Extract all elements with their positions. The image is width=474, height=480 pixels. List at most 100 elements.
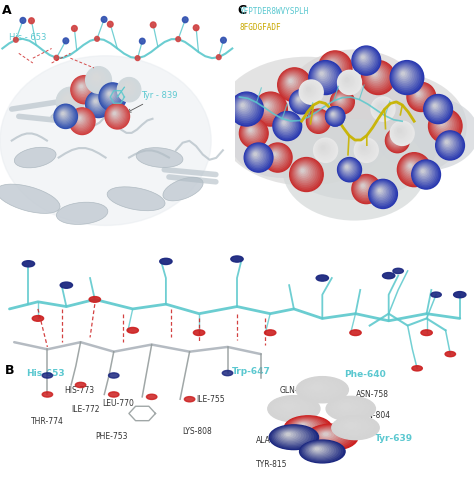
Circle shape: [109, 392, 119, 397]
Circle shape: [318, 70, 327, 79]
Circle shape: [105, 89, 116, 101]
Circle shape: [272, 151, 279, 158]
Circle shape: [340, 160, 358, 178]
Circle shape: [395, 126, 407, 138]
Circle shape: [444, 139, 451, 146]
Circle shape: [437, 132, 463, 158]
Circle shape: [385, 129, 410, 153]
Circle shape: [79, 84, 85, 91]
Circle shape: [394, 65, 417, 87]
Circle shape: [277, 116, 294, 133]
Circle shape: [42, 392, 53, 397]
Circle shape: [55, 105, 76, 127]
Circle shape: [275, 428, 308, 444]
Circle shape: [364, 63, 392, 91]
Circle shape: [378, 104, 384, 110]
Circle shape: [54, 55, 59, 60]
Circle shape: [341, 420, 365, 432]
Circle shape: [268, 147, 284, 165]
Circle shape: [127, 327, 138, 333]
Circle shape: [86, 67, 111, 93]
Circle shape: [319, 431, 336, 439]
Circle shape: [300, 168, 306, 174]
Circle shape: [371, 70, 379, 79]
Circle shape: [413, 162, 438, 186]
Ellipse shape: [271, 81, 438, 200]
Circle shape: [293, 94, 307, 108]
Circle shape: [439, 134, 458, 154]
Circle shape: [387, 130, 407, 150]
Circle shape: [368, 67, 384, 84]
Circle shape: [107, 105, 127, 126]
Circle shape: [333, 93, 349, 109]
Circle shape: [346, 166, 348, 168]
Text: ILE-772: ILE-772: [71, 406, 100, 414]
Circle shape: [296, 96, 304, 104]
Ellipse shape: [163, 177, 203, 201]
Circle shape: [441, 136, 456, 151]
Circle shape: [91, 96, 103, 109]
Circle shape: [332, 399, 365, 416]
Circle shape: [296, 422, 312, 430]
Circle shape: [61, 111, 66, 117]
Circle shape: [79, 84, 84, 89]
Circle shape: [285, 75, 299, 89]
Circle shape: [193, 330, 205, 336]
Circle shape: [109, 373, 119, 378]
Circle shape: [239, 102, 247, 110]
Circle shape: [303, 380, 337, 397]
Circle shape: [371, 97, 395, 121]
Circle shape: [428, 98, 447, 118]
Circle shape: [308, 383, 329, 393]
Circle shape: [374, 99, 391, 118]
Circle shape: [295, 95, 305, 105]
Circle shape: [391, 122, 413, 144]
Circle shape: [315, 67, 332, 84]
Circle shape: [309, 383, 327, 392]
Ellipse shape: [14, 147, 56, 168]
Circle shape: [338, 71, 360, 93]
Circle shape: [259, 97, 279, 117]
Circle shape: [86, 92, 110, 116]
Circle shape: [329, 398, 370, 419]
Circle shape: [390, 133, 402, 145]
Circle shape: [280, 119, 290, 129]
Circle shape: [57, 88, 83, 115]
Circle shape: [73, 112, 88, 128]
Circle shape: [319, 71, 325, 77]
Circle shape: [193, 25, 199, 31]
Circle shape: [56, 107, 74, 125]
Circle shape: [358, 52, 370, 64]
Circle shape: [319, 144, 329, 154]
Circle shape: [337, 70, 362, 95]
Circle shape: [232, 94, 260, 122]
Circle shape: [348, 424, 352, 426]
Circle shape: [312, 385, 321, 389]
Circle shape: [438, 119, 447, 127]
Circle shape: [220, 37, 226, 43]
Circle shape: [90, 71, 105, 86]
Circle shape: [278, 400, 304, 414]
Text: ILE-755: ILE-755: [197, 395, 225, 404]
Circle shape: [274, 399, 309, 416]
Circle shape: [331, 90, 353, 113]
Circle shape: [414, 90, 424, 99]
Circle shape: [431, 102, 440, 111]
Circle shape: [365, 64, 390, 89]
Circle shape: [264, 330, 276, 336]
Text: YFPTDER8WVYSPLH: YFPTDER8WVYSPLH: [239, 7, 309, 16]
Circle shape: [340, 72, 358, 91]
Circle shape: [122, 82, 134, 94]
Circle shape: [328, 110, 340, 121]
Ellipse shape: [216, 57, 397, 186]
Circle shape: [242, 121, 264, 144]
Circle shape: [299, 80, 323, 104]
Circle shape: [305, 443, 336, 458]
Circle shape: [361, 184, 365, 189]
Circle shape: [415, 164, 435, 183]
Circle shape: [291, 91, 311, 111]
Circle shape: [239, 119, 268, 148]
Circle shape: [241, 104, 244, 107]
Circle shape: [72, 25, 77, 31]
Circle shape: [119, 80, 137, 98]
